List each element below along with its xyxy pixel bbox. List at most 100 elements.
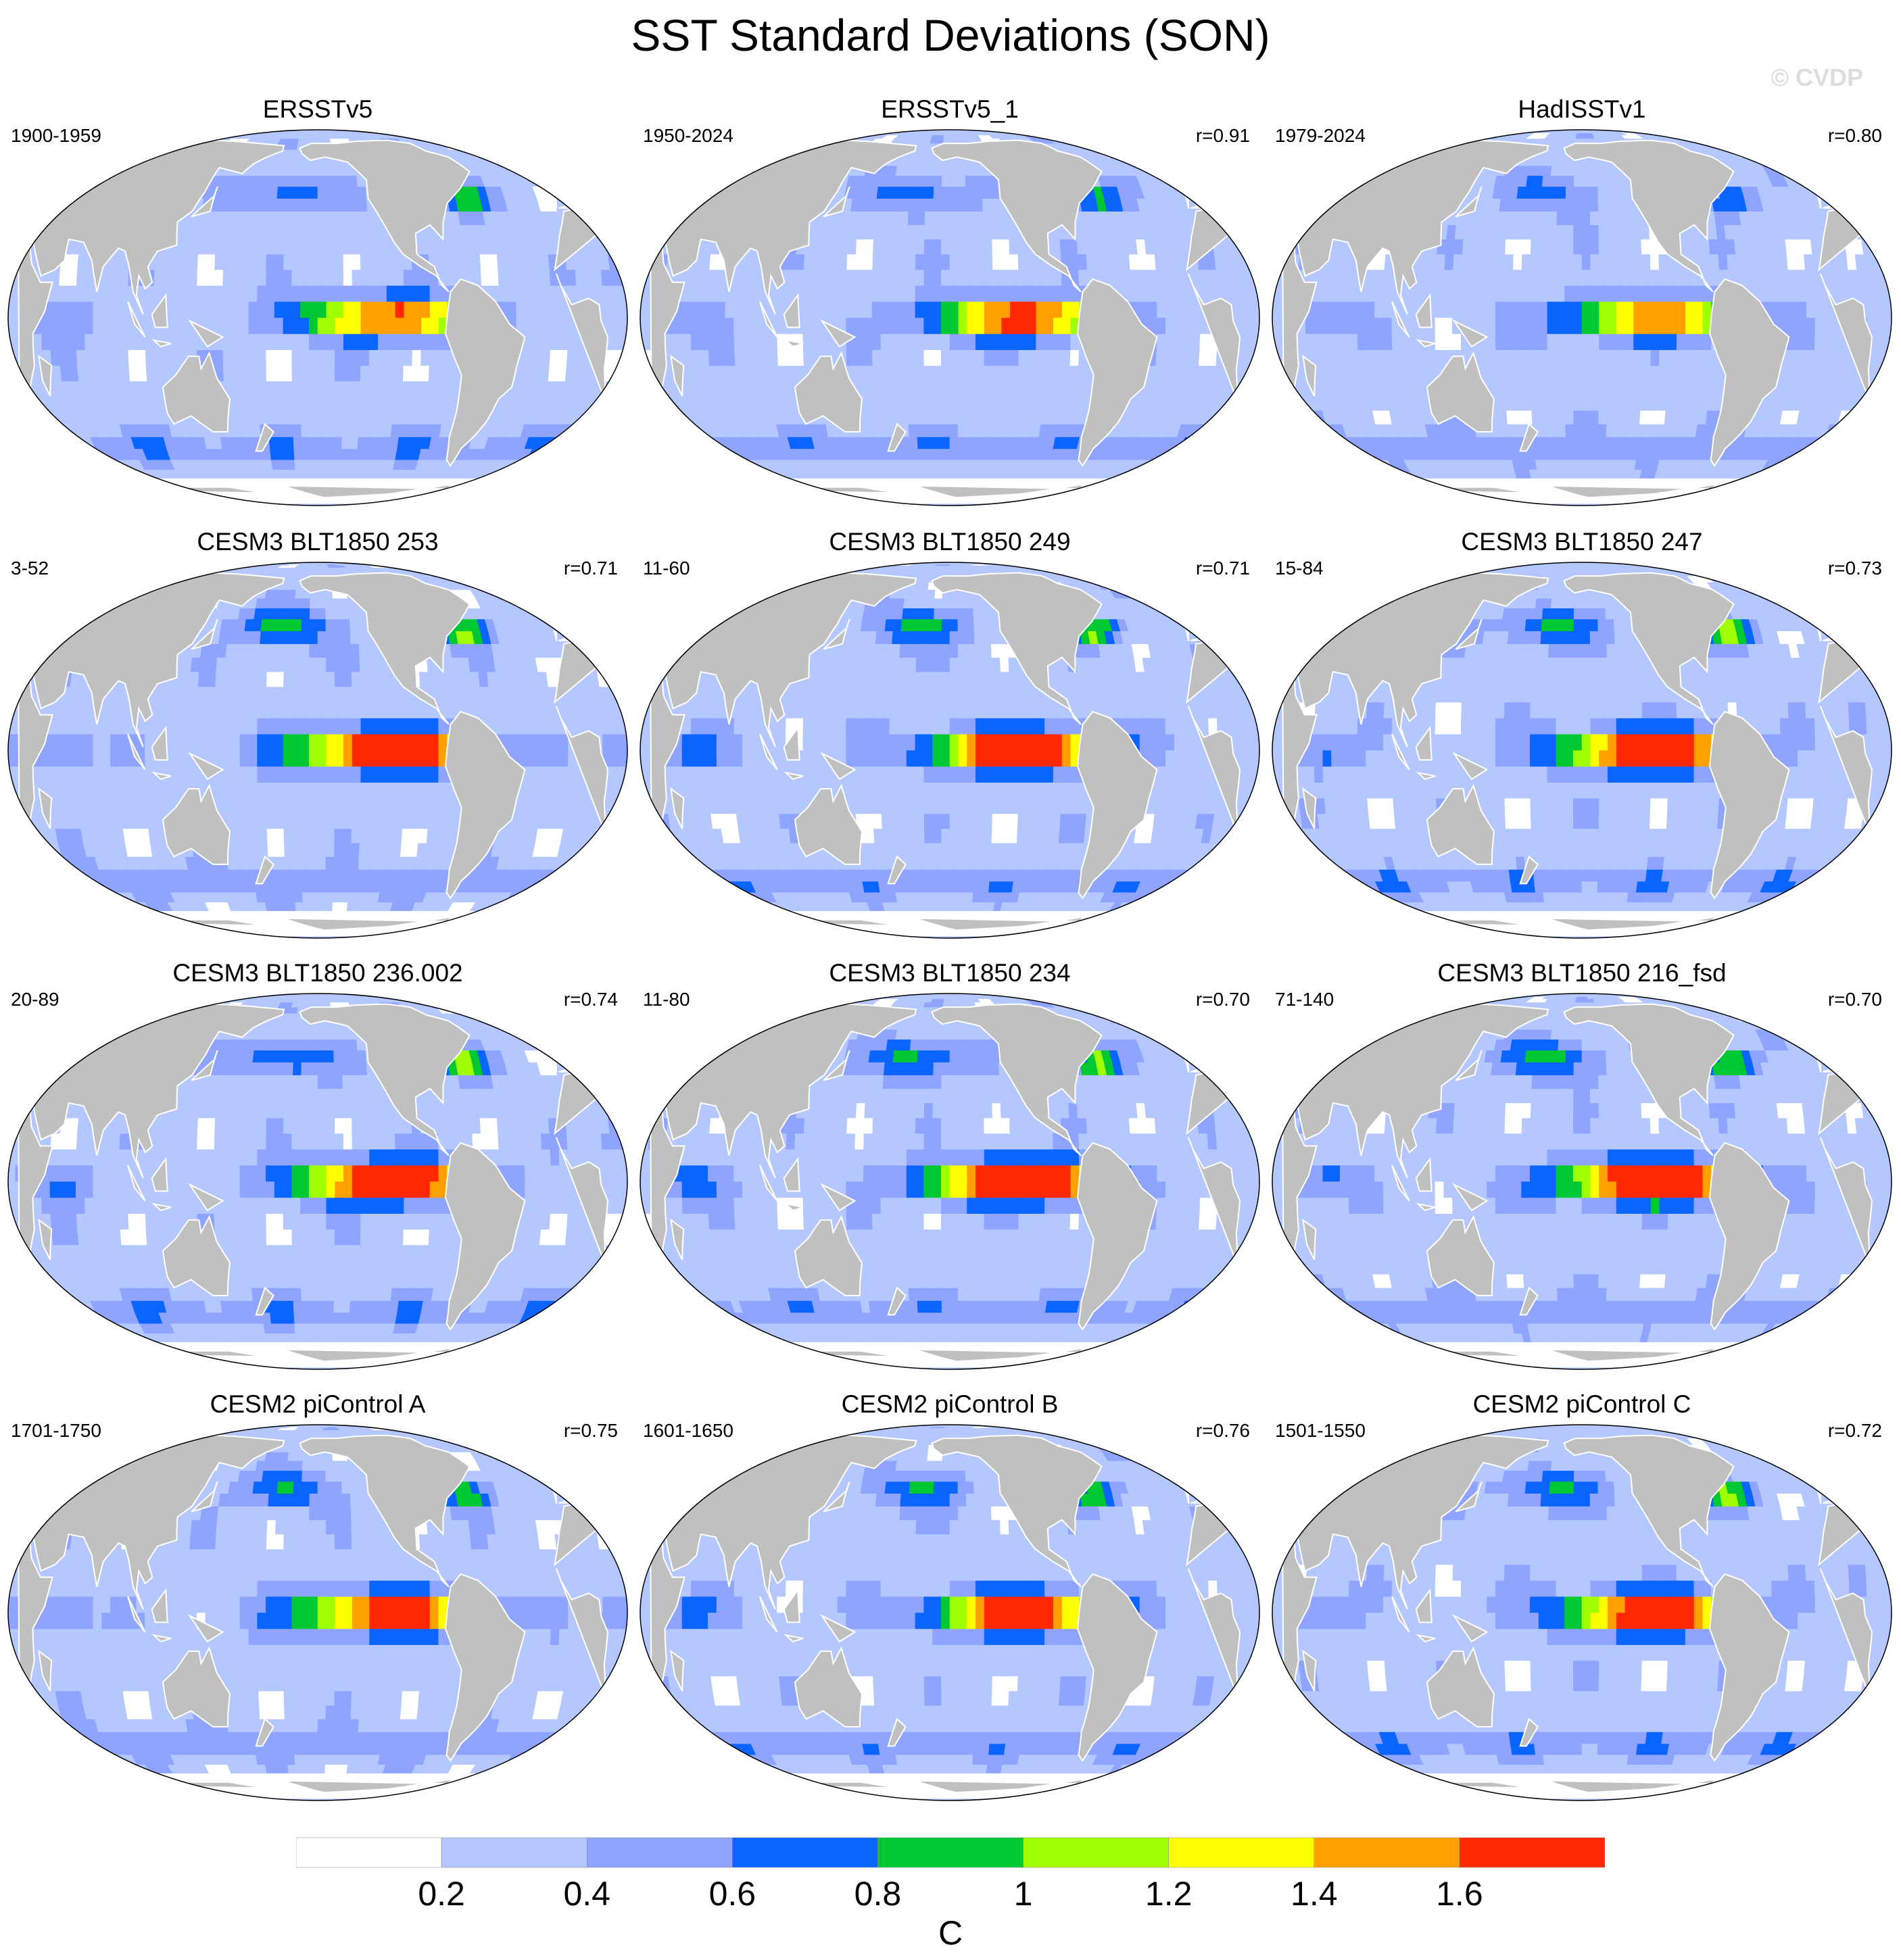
land-mass xyxy=(1563,139,1735,293)
colorbar-tick-label: 0.6 xyxy=(709,1873,756,1914)
land-mass xyxy=(1708,1142,1790,1331)
colorbar-tick-label: 1.6 xyxy=(1436,1873,1483,1914)
sst-field xyxy=(8,1425,627,1800)
sst-map xyxy=(1272,1424,1892,1801)
land-mass xyxy=(299,1003,471,1156)
land-mass xyxy=(1519,1717,1539,1747)
map-panel: CESM3 BLT1850 234 11-80 r=0.70 xyxy=(639,958,1261,1370)
land-mass xyxy=(1131,1442,1145,1448)
land-mass xyxy=(931,1434,1103,1588)
land-mass xyxy=(931,139,1103,293)
sst-map xyxy=(1272,129,1892,506)
panel-correlation: r=0.70 xyxy=(1196,988,1250,1011)
map-panel: CESM3 BLT1850 253 3-52 r=0.71 xyxy=(7,527,629,939)
land-mass xyxy=(162,783,231,865)
land-mass xyxy=(1131,147,1145,153)
panel-correlation: r=0.72 xyxy=(1828,1419,1882,1442)
sst-field xyxy=(640,1425,1259,1800)
sst-map xyxy=(7,562,628,939)
land-mass xyxy=(127,301,146,338)
land-mass xyxy=(759,1165,778,1202)
land-mass xyxy=(255,1717,274,1747)
land-mass xyxy=(539,1454,560,1472)
land-mass xyxy=(151,293,168,328)
land-mass xyxy=(887,855,907,885)
land-mass xyxy=(1391,1165,1410,1202)
colorbar-swatch xyxy=(1314,1837,1460,1868)
land-mass xyxy=(1076,1573,1158,1762)
land-mass xyxy=(38,787,53,829)
land-mass xyxy=(823,186,850,218)
sst-map xyxy=(640,129,1260,506)
land-mass xyxy=(187,319,224,348)
land-mass xyxy=(819,752,857,781)
land-mass xyxy=(670,1218,685,1260)
map-border xyxy=(1272,129,1892,506)
land-mass xyxy=(784,1202,804,1212)
panel-period: 1979-2024 xyxy=(1275,124,1366,147)
sst-field xyxy=(8,130,627,506)
land-mass xyxy=(1302,1649,1317,1692)
land-mass xyxy=(444,710,526,900)
map-panel: HadISSTv1 1979-2024 r=0.80 xyxy=(1271,95,1893,506)
land-mass xyxy=(1302,354,1317,397)
land-mass xyxy=(151,1634,172,1643)
land-mass xyxy=(1804,1454,1825,1472)
land-mass xyxy=(1426,1215,1495,1296)
land-mass xyxy=(819,1183,857,1212)
sst-field xyxy=(1272,1425,1892,1800)
land-mass xyxy=(1416,339,1436,348)
land-mass xyxy=(784,771,804,781)
land-mass xyxy=(299,572,471,725)
land-mass xyxy=(151,1588,168,1623)
land-mass xyxy=(191,186,218,218)
land-mass xyxy=(1804,591,1825,610)
land-mass xyxy=(819,319,857,348)
land-mass xyxy=(1391,733,1410,770)
panel-period: 15-84 xyxy=(1275,557,1324,580)
land-mass xyxy=(794,1646,863,1728)
panel-correlation: r=0.80 xyxy=(1828,124,1882,147)
land-mass xyxy=(784,1634,804,1643)
land-mass xyxy=(670,1649,685,1692)
land-mass xyxy=(783,1588,800,1623)
land-mass xyxy=(1563,1003,1735,1156)
land-mass xyxy=(1426,1646,1495,1728)
land-mass xyxy=(887,1286,907,1316)
land-mass xyxy=(187,1614,224,1643)
land-mass xyxy=(539,591,560,610)
panel-correlation: r=0.76 xyxy=(1196,1419,1250,1442)
land-mass xyxy=(783,725,800,761)
land-mass xyxy=(539,159,560,177)
land-mass xyxy=(670,354,685,397)
land-mass xyxy=(1076,710,1158,900)
land-mass xyxy=(1415,1156,1433,1192)
land-mass xyxy=(299,139,471,293)
panel-period: 1501-1550 xyxy=(1275,1419,1366,1442)
map-panel: CESM3 BLT1850 216_fsd 71-140 r=0.70 xyxy=(1271,958,1893,1370)
panel-correlation: r=0.73 xyxy=(1828,557,1882,580)
sst-field xyxy=(8,562,627,938)
map-border xyxy=(640,1424,1260,1801)
land-mass xyxy=(191,1481,218,1513)
land-mass xyxy=(1804,1023,1825,1041)
land-mass xyxy=(1416,771,1436,781)
land-mass xyxy=(931,1003,1103,1156)
land-mass xyxy=(151,1156,168,1192)
land-mass xyxy=(1455,618,1483,650)
land-mass xyxy=(1172,1454,1193,1472)
land-mass xyxy=(1563,1434,1735,1588)
land-mass xyxy=(1172,1023,1193,1041)
land-mass xyxy=(38,354,53,397)
map-panel: ERSSTv5_1 1950-2024 r=0.91 xyxy=(639,95,1261,506)
sst-map xyxy=(7,993,628,1370)
land-mass xyxy=(1708,710,1790,900)
panel-period: 3-52 xyxy=(11,557,49,580)
colorbar xyxy=(296,1837,1605,1868)
land-mass xyxy=(1426,351,1495,433)
map-panel: CESM3 BLT1850 236.002 20-89 r=0.74 xyxy=(7,958,629,1370)
panel-title: CESM3 BLT1850 234 xyxy=(639,958,1261,988)
colorbar-unit: C xyxy=(938,1913,963,1953)
land-mass xyxy=(1415,293,1433,328)
sst-map xyxy=(7,129,628,506)
